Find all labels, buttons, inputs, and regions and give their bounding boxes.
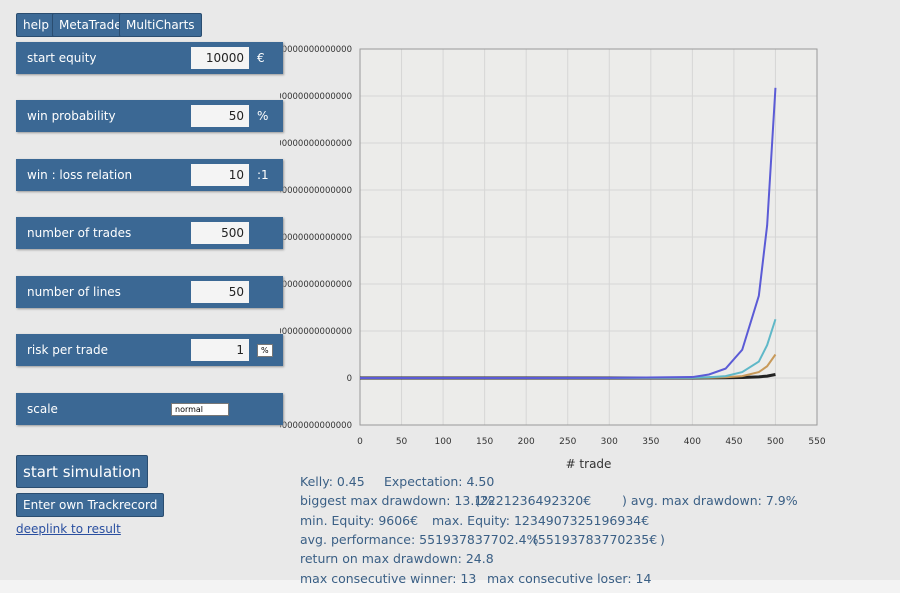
result-text: Expectation: 4.50 <box>384 474 495 489</box>
field-input[interactable]: 1 <box>191 339 249 361</box>
x-tick-label: 350 <box>642 437 659 447</box>
field-label: scale <box>27 402 58 416</box>
field-label: start equity <box>27 51 97 65</box>
footer-strip <box>0 580 900 593</box>
field-input[interactable]: 10000 <box>191 47 249 69</box>
deeplink[interactable]: deeplink to result <box>16 522 121 536</box>
field-select[interactable]: normal <box>171 403 229 416</box>
x-tick-label: 150 <box>476 437 493 447</box>
result-text: max consecutive loser: 14 <box>487 571 652 586</box>
y-tick-label: 1400000000000000 <box>280 45 352 55</box>
field-input[interactable]: 50 <box>191 281 249 303</box>
x-tick-label: 250 <box>559 437 576 447</box>
plot-border <box>359 48 818 426</box>
field-unit: % <box>257 109 269 123</box>
y-tick-label: 400000000000000 <box>280 280 352 290</box>
field-select[interactable]: % <box>257 344 273 357</box>
x-tick-label: 50 <box>396 437 408 447</box>
result-text: (55193783770235€ <box>533 532 658 547</box>
field-unit: € <box>257 51 265 65</box>
result-text: ) avg. max drawdown: 7.9% <box>622 493 798 508</box>
result-text: biggest max drawdown: 13.1% <box>300 493 495 508</box>
x-tick-label: 450 <box>725 437 742 447</box>
start-button[interactable]: start simulation <box>16 455 148 488</box>
field-label: win : loss relation <box>27 168 133 182</box>
x-tick-label: 400 <box>684 437 701 447</box>
field-input[interactable]: 10 <box>191 164 249 186</box>
field-label: win probability <box>27 109 116 123</box>
y-tick-label: 1000000000000000 <box>280 139 352 149</box>
x-tick-label: 0 <box>357 437 363 447</box>
field-unit: :1 <box>257 168 269 182</box>
result-text: (2221236492320€ <box>475 493 592 508</box>
form-row: win : loss relation 10 :1 <box>16 159 283 191</box>
y-tick-label: 1200000000000000 <box>280 92 352 102</box>
x-tick-label: 300 <box>601 437 618 447</box>
x-tick-label: 200 <box>518 437 535 447</box>
toolbar-button[interactable]: help <box>16 13 56 37</box>
form-row: scale normal <box>16 393 283 425</box>
toolbar-button[interactable]: MultiCharts <box>119 13 202 37</box>
form-row: number of lines 50 <box>16 276 283 308</box>
y-tick-label: 600000000000000 <box>280 233 352 243</box>
x-tick-label: 500 <box>767 437 784 447</box>
result-text: max. Equity: 1234907325196934€ <box>432 513 650 528</box>
result-text: ) <box>660 532 665 547</box>
field-label: risk per trade <box>27 343 109 357</box>
x-tick-label: 550 <box>808 437 825 447</box>
y-tick-label: 800000000000000 <box>280 186 352 196</box>
field-input[interactable]: 50 <box>191 105 249 127</box>
y-tick-label: -200000000000000 <box>280 421 352 431</box>
trackrecord-button[interactable]: Enter own Trackrecord <box>16 493 165 517</box>
form-row: start equity 10000 € <box>16 42 283 74</box>
y-tick-label: 0 <box>347 374 352 384</box>
y-tick-label: 200000000000000 <box>280 327 352 337</box>
form-row: win probability 50% <box>16 100 283 132</box>
series-line <box>360 87 777 379</box>
chart: -200000000000000 0 200000000000000 40000000… <box>280 45 826 471</box>
form-row: risk per trade 1% <box>16 334 283 366</box>
result-text: return on max drawdown: 24.8 <box>300 551 494 566</box>
x-axis-label: # trade <box>566 457 612 471</box>
result-text: min. Equity: 9606€ <box>300 513 419 528</box>
x-tick-label: 100 <box>434 437 451 447</box>
field-label: number of lines <box>27 285 121 299</box>
field-input[interactable]: 500 <box>191 222 249 244</box>
result-text: avg. performance: 551937837702.4% <box>300 532 539 547</box>
result-text: Kelly: 0.45 <box>300 474 365 489</box>
field-label: number of trades <box>27 226 132 240</box>
result-text: max consecutive winner: 13 <box>300 571 477 586</box>
form-row: number of trades 500 <box>16 217 283 249</box>
